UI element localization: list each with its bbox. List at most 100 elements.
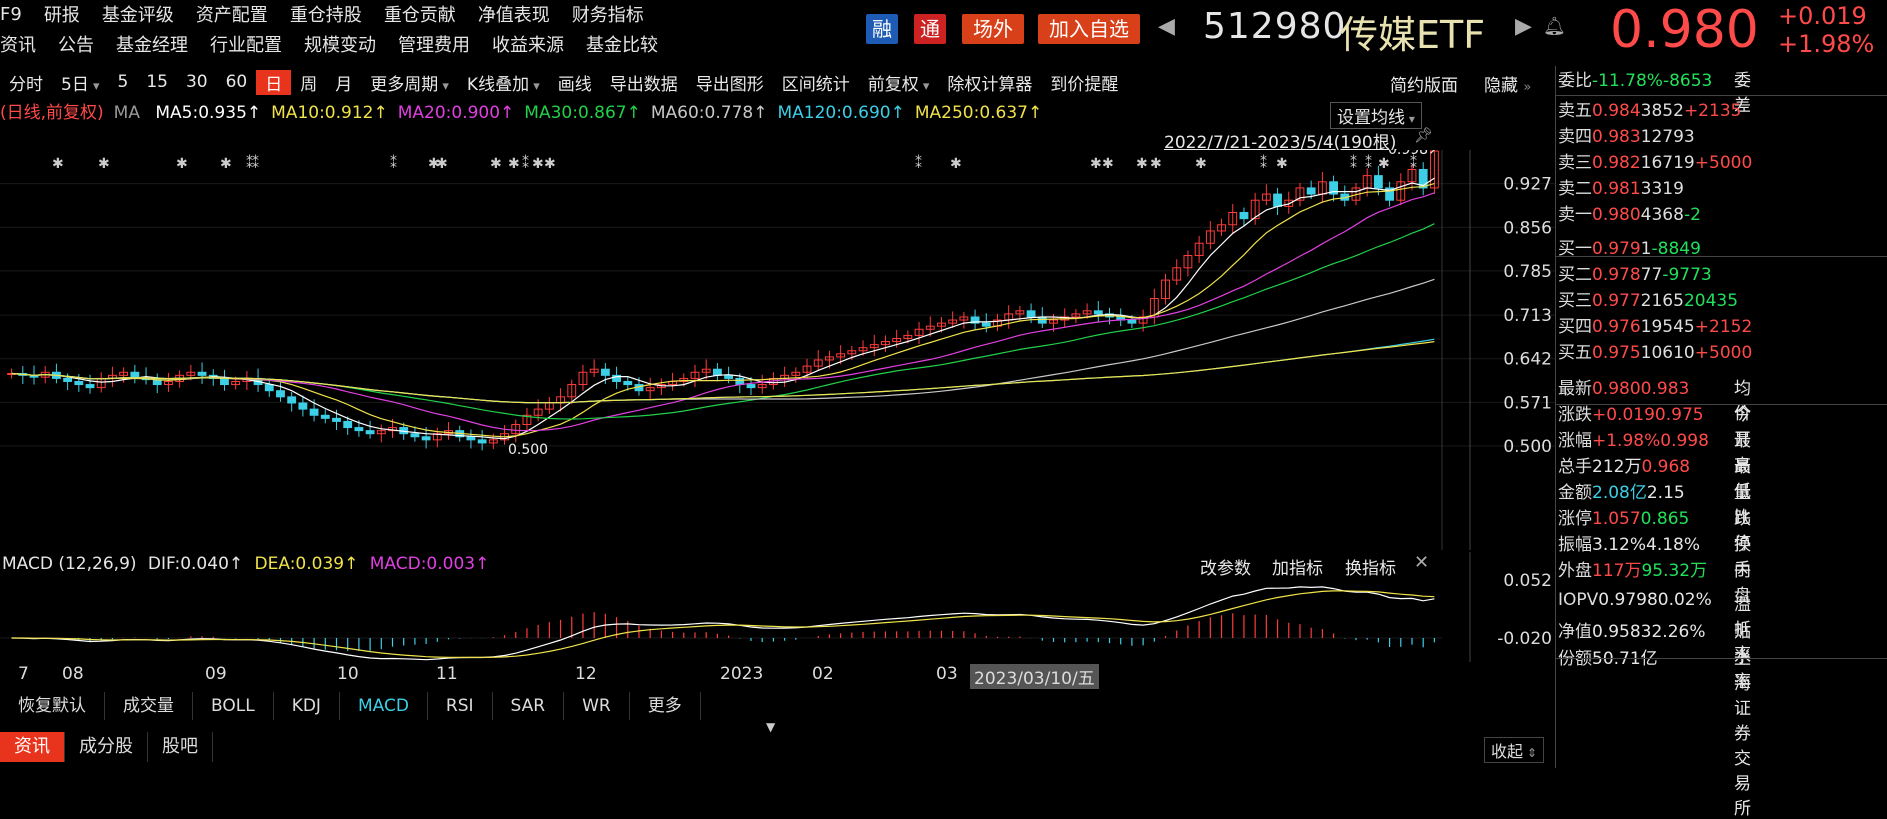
event-marker[interactable]: ✱ (490, 156, 502, 172)
add-watchlist-button[interactable]: 加入自选 (1038, 14, 1140, 44)
nav-scale-change[interactable]: 规模变动 (304, 35, 376, 56)
event-marker[interactable]: ✱ (950, 156, 962, 172)
toolbar-item-16[interactable]: 除权计算器 (947, 74, 1033, 95)
event-marker[interactable]: ✱ (1090, 156, 1102, 172)
event-marker[interactable]: ✱ (544, 156, 556, 172)
toolbar-item-8[interactable]: 月 (335, 74, 353, 95)
event-marker[interactable]: ✱ (52, 156, 64, 172)
nav-asset-alloc[interactable]: 资产配置 (195, 5, 268, 26)
nav-announcements[interactable]: 公告 (58, 35, 94, 56)
indicator-tab-4[interactable]: MACD (340, 692, 428, 720)
event-marker[interactable]: ⁑ (1410, 154, 1417, 172)
event-marker[interactable]: ⁑ (1350, 154, 1357, 172)
nav-financials[interactable]: 财务指标 (571, 5, 644, 26)
indicator-tab-3[interactable]: KDJ (274, 692, 340, 720)
event-marker[interactable]: ✱ (508, 156, 520, 172)
simple-layout-button[interactable]: 简约版面 (1390, 76, 1458, 96)
toolbar-item-5[interactable]: 60 (225, 72, 248, 92)
nav-fund-rating[interactable]: 基金评级 (101, 5, 174, 26)
event-marker[interactable]: ⁑ (915, 154, 922, 172)
toolbar-item-0[interactable]: 分时 (9, 74, 43, 95)
ask-price[interactable]: 0.980 (1592, 205, 1641, 225)
toolbar-item-9[interactable]: 更多周期 (361, 70, 458, 95)
switch-indicator-button[interactable]: 换指标 (1345, 559, 1396, 579)
toolbar-item-15[interactable]: 前复权 (859, 70, 939, 95)
toolbar-item-2[interactable]: 5 (117, 72, 129, 92)
event-marker[interactable]: ✱ (1102, 156, 1114, 172)
nav-holding-contrib[interactable]: 重仓贡献 (383, 5, 456, 26)
indicator-tab-1[interactable]: 成交量 (105, 692, 193, 720)
event-marker[interactable]: ⁑ (390, 154, 397, 172)
toolbar-item-11[interactable]: 画线 (557, 74, 592, 95)
event-marker[interactable]: ✱ (98, 156, 110, 172)
bid-price[interactable]: 0.975 (1592, 343, 1641, 363)
nav-income-source[interactable]: 收益来源 (492, 35, 564, 56)
kline-chart[interactable]: 0.998 0.927 0.856 0.785 0.713 0.642 0.571 0.500… (0, 150, 1555, 550)
nav-news[interactable]: 资讯 (0, 35, 36, 56)
event-marker[interactable]: ✱ (1276, 156, 1288, 172)
bid-price[interactable]: 0.976 (1592, 317, 1641, 337)
indicator-tab-5[interactable]: RSI (428, 692, 493, 720)
nav-mgmt-fee[interactable]: 管理费用 (398, 35, 470, 56)
event-marker[interactable]: ✱ (1195, 156, 1207, 172)
ask-price[interactable]: 0.981 (1592, 179, 1641, 199)
close-icon[interactable]: ✕ (1414, 552, 1430, 573)
macd-params-button[interactable]: 改参数 (1200, 559, 1251, 579)
collapse-button[interactable]: 收起 ⇕ (1484, 737, 1544, 763)
event-marker[interactable]: ⁑ (522, 154, 529, 172)
bid-price[interactable]: 0.978 (1592, 265, 1641, 285)
ask-price[interactable]: 0.982 (1592, 153, 1641, 173)
event-marker[interactable]: ✱ (436, 156, 448, 172)
nav-fund-compare[interactable]: 基金比较 (586, 35, 658, 56)
event-marker[interactable]: ⁑ (252, 154, 259, 172)
indicator-tab-0[interactable]: 恢复默认 (0, 692, 105, 720)
event-marker[interactable]: ⁑ (1260, 154, 1267, 172)
bottom-tab-1[interactable]: 成分股 (65, 732, 148, 762)
toolbar-item-4[interactable]: 30 (185, 72, 208, 92)
margin-badge[interactable]: 融 (866, 14, 898, 44)
otc-button[interactable]: 场外 (962, 14, 1024, 44)
bottom-tab-0[interactable]: 资讯 (0, 732, 65, 762)
event-marker[interactable]: ✱ (1150, 156, 1162, 172)
indicator-tab-7[interactable]: WR (564, 692, 630, 720)
bell-icon[interactable]: 🔔︎ (1543, 16, 1566, 37)
next-arrow-icon[interactable]: ▶ (1515, 14, 1532, 39)
event-marker[interactable]: ✱ (428, 156, 440, 172)
connect-badge[interactable]: 通 (914, 14, 946, 44)
toolbar-item-7[interactable]: 周 (300, 74, 318, 95)
event-marker[interactable]: ✱ (176, 156, 188, 172)
indicator-tab-2[interactable]: BOLL (193, 692, 274, 720)
nav-f9[interactable]: F9 (0, 3, 22, 25)
nav-research[interactable]: 研报 (43, 5, 80, 26)
indicator-tab-6[interactable]: SAR (493, 692, 565, 720)
macd-chart[interactable]: 0.052 -0.020 (0, 552, 1555, 662)
toolbar-item-17[interactable]: 到价提醒 (1050, 74, 1119, 95)
pin-icon[interactable]: 📌︎ (1414, 126, 1434, 144)
indicator-tab-8[interactable]: 更多 (630, 692, 701, 720)
nav-fund-manager[interactable]: 基金经理 (116, 35, 188, 56)
ma-settings-button[interactable]: 设置均线 ▾ (1330, 102, 1422, 129)
ma-label[interactable]: MA (113, 103, 140, 123)
toolbar-item-3[interactable]: 15 (146, 72, 168, 92)
event-marker[interactable]: ⁑ (1365, 154, 1372, 172)
bottom-tab-2[interactable]: 股吧 (148, 732, 213, 762)
ask-price[interactable]: 0.983 (1592, 127, 1641, 147)
event-marker[interactable]: ⁑ (246, 154, 253, 172)
bid-price[interactable]: 0.977 (1592, 291, 1641, 311)
toolbar-item-1[interactable]: 5日 (52, 70, 109, 95)
nav-holdings[interactable]: 重仓持股 (289, 5, 362, 26)
event-marker[interactable]: ✱ (220, 156, 232, 172)
toolbar-item-12[interactable]: 导出数据 (609, 74, 678, 95)
add-indicator-button[interactable]: 加指标 (1272, 559, 1323, 579)
bid-price[interactable]: 0.979 (1592, 239, 1641, 259)
prev-arrow-icon[interactable]: ◀ (1158, 14, 1175, 39)
toolbar-item-13[interactable]: 导出图形 (695, 74, 764, 95)
toolbar-item-6[interactable]: 日 (256, 69, 292, 95)
nav-nav-perf[interactable]: 净值表现 (477, 5, 550, 26)
event-marker[interactable]: ✱ (1136, 156, 1148, 172)
toolbar-item-10[interactable]: K线叠加 (458, 70, 549, 95)
collapse-arrow-icon[interactable]: ▼ (766, 720, 776, 734)
event-marker[interactable]: ✱ (1378, 156, 1390, 172)
hide-button[interactable]: 隐藏 » (1484, 71, 1531, 96)
event-marker[interactable]: ✱ (532, 156, 544, 172)
